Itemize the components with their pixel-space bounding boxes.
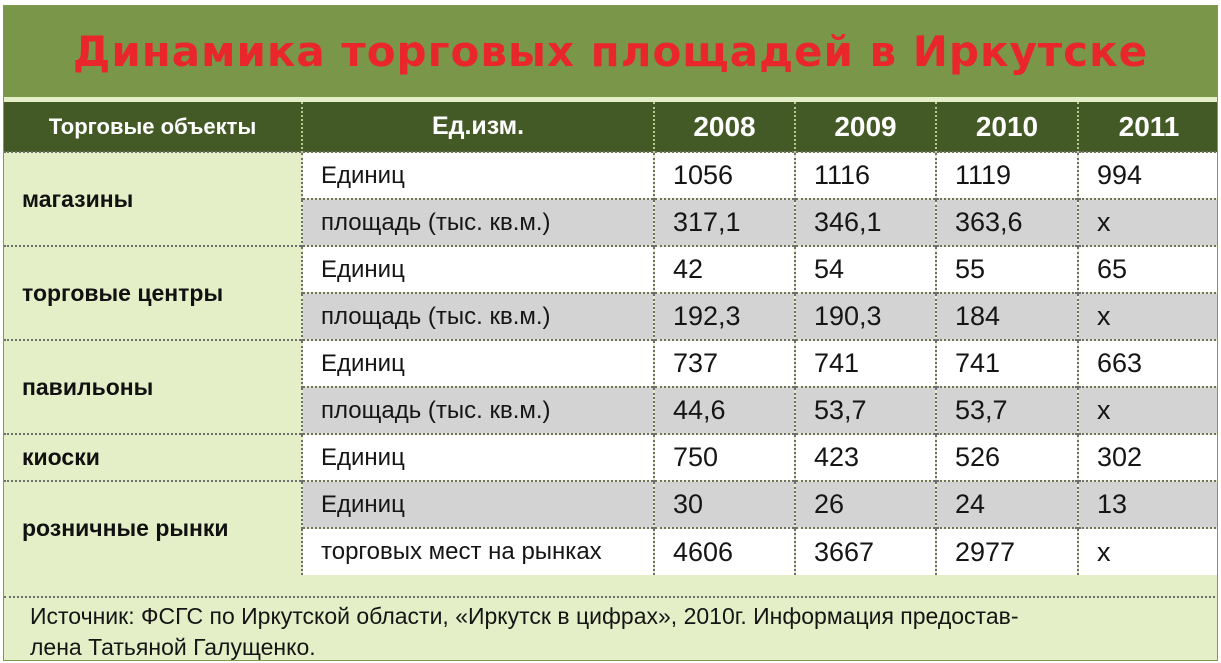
data-table: Торговые объекты Ед.изм. 2008 2009 2010 … — [4, 102, 1217, 575]
value-cell: 65 — [1077, 245, 1217, 293]
value-cell: 2977 — [935, 527, 1078, 575]
page-title: Динамика торговых площадей в Иркутске — [72, 27, 1149, 76]
table-row: розничные рынки Единиц 30 26 24 13 — [4, 480, 1217, 575]
value-cell: 54 — [794, 245, 936, 293]
table-row: павильоны Единиц 737 741 741 663 — [4, 339, 1217, 434]
title-bar: Динамика торговых площадей в Иркутске — [4, 6, 1217, 97]
value-cell: х — [1077, 198, 1217, 246]
value-cell: 741 — [935, 339, 1078, 387]
header-year-2009: 2009 — [794, 102, 936, 152]
value-cell: 317,1 — [653, 198, 795, 246]
object-name: киоски — [4, 433, 302, 481]
table-row: площадь (тыс. кв.м.) 44,6 53,7 53,7 х — [4, 386, 1217, 434]
value-cell: 363,6 — [935, 198, 1078, 246]
value-cell: 190,3 — [794, 292, 936, 340]
value-cell: 44,6 — [653, 386, 795, 434]
header-year-2008: 2008 — [653, 102, 795, 152]
value-cell: 526 — [935, 433, 1078, 481]
header-unit: Ед.изм. — [301, 102, 654, 152]
value-cell: 1116 — [794, 151, 936, 199]
object-name: магазины — [4, 151, 302, 246]
value-cell: 13 — [1077, 480, 1217, 528]
value-cell: 4606 — [653, 527, 795, 575]
unit-cell: торговых мест на рынках — [301, 527, 654, 575]
value-cell: 1119 — [935, 151, 1078, 199]
value-cell: 737 — [653, 339, 795, 387]
value-cell: 663 — [1077, 339, 1217, 387]
value-cell: 3667 — [794, 527, 936, 575]
value-cell: 423 — [794, 433, 936, 481]
value-cell: х — [1077, 527, 1217, 575]
object-name: розничные рынки — [4, 480, 302, 575]
value-cell: 741 — [794, 339, 936, 387]
table-row: магазины Единиц 1056 1116 1119 994 — [4, 151, 1217, 246]
unit-cell: Единиц — [301, 245, 654, 293]
value-cell: 26 — [794, 480, 936, 528]
table-row: торговых мест на рынках 4606 3667 2977 х — [4, 527, 1217, 575]
source-note-line-2: лена Татьяной Галущенко. — [30, 634, 316, 660]
unit-cell: площадь (тыс. кв.м.) — [301, 386, 654, 434]
value-cell: 750 — [653, 433, 795, 481]
value-cell: 994 — [1077, 151, 1217, 199]
value-cell: 346,1 — [794, 198, 936, 246]
table-row: площадь (тыс. кв.м.) 192,3 190,3 184 х — [4, 292, 1217, 340]
value-cell: 24 — [935, 480, 1078, 528]
value-cell: х — [1077, 386, 1217, 434]
header-row: Торговые объекты Ед.изм. 2008 2009 2010 … — [4, 102, 1217, 152]
value-cell: 53,7 — [935, 386, 1078, 434]
header-year-2010: 2010 — [935, 102, 1078, 152]
table-panel: Динамика торговых площадей в Иркутске То… — [3, 5, 1218, 661]
unit-cell: площадь (тыс. кв.м.) — [301, 292, 654, 340]
value-cell: 53,7 — [794, 386, 936, 434]
source-note: Источник: ФСГС по Иркутской области, «Ир… — [4, 596, 1217, 660]
header-objects: Торговые объекты — [4, 102, 302, 152]
unit-cell: Единиц — [301, 151, 654, 199]
object-name: павильоны — [4, 339, 302, 434]
unit-cell: Единиц — [301, 480, 654, 528]
value-cell: 55 — [935, 245, 1078, 293]
unit-cell: Единиц — [301, 339, 654, 387]
value-cell: х — [1077, 292, 1217, 340]
value-cell: 1056 — [653, 151, 795, 199]
table-row: площадь (тыс. кв.м.) 317,1 346,1 363,6 х — [4, 198, 1217, 246]
unit-cell: Единиц — [301, 433, 654, 481]
value-cell: 302 — [1077, 433, 1217, 481]
table-row: киоски Единиц 750 423 526 302 — [4, 433, 1217, 481]
source-note-line-1: Источник: ФСГС по Иркутской области, «Ир… — [30, 603, 1019, 629]
value-cell: 192,3 — [653, 292, 795, 340]
unit-cell: площадь (тыс. кв.м.) — [301, 198, 654, 246]
value-cell: 42 — [653, 245, 795, 293]
table-row: торговые центры Единиц 42 54 55 65 — [4, 245, 1217, 340]
object-name: торговые центры — [4, 245, 302, 340]
value-cell: 184 — [935, 292, 1078, 340]
value-cell: 30 — [653, 480, 795, 528]
header-year-2011: 2011 — [1077, 102, 1217, 152]
